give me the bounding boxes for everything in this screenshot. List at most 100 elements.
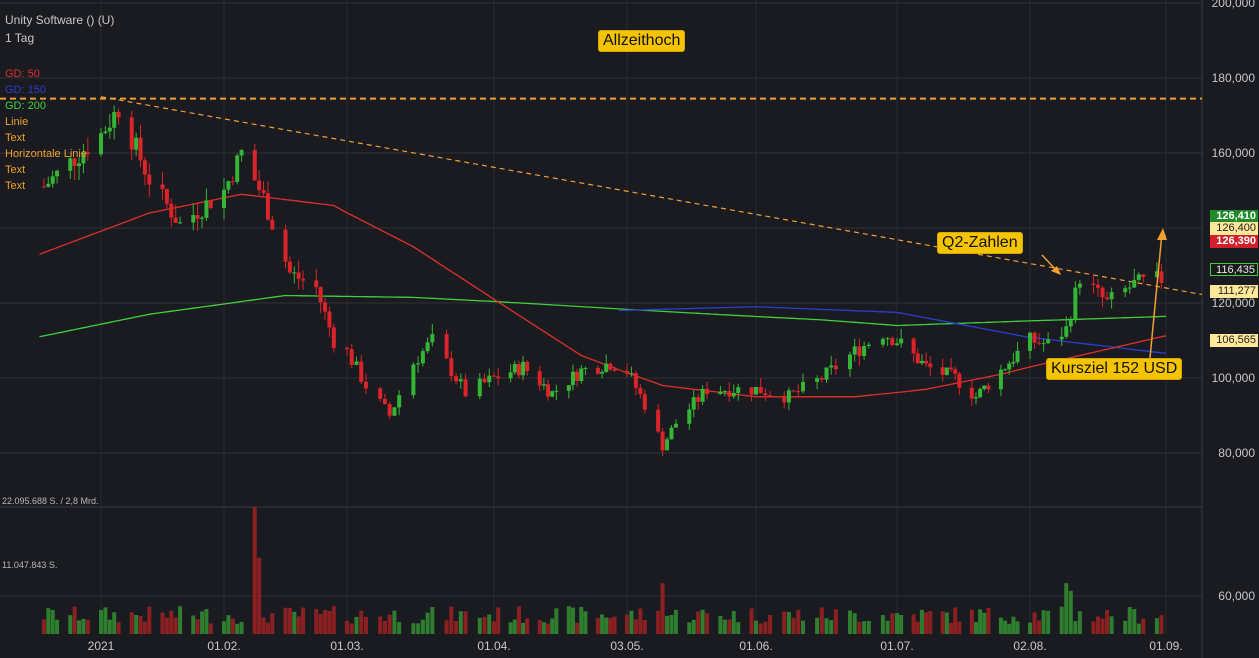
volume-bar	[508, 622, 513, 634]
gd200-line	[39, 294, 1167, 338]
candle-body	[208, 200, 213, 208]
volume-bar	[41, 619, 46, 634]
volume-bar	[463, 611, 468, 634]
price-axis: 200,000180,000160,000140,000120,000100,0…	[1212, 0, 1256, 603]
volume-bar	[129, 612, 134, 634]
volume-bar	[815, 617, 820, 634]
candle-body	[1132, 279, 1137, 288]
price-tick-label: 100,000	[1212, 371, 1256, 385]
candle-body	[691, 397, 696, 410]
candle-body	[899, 338, 904, 344]
candle-body	[378, 388, 383, 399]
candle-body	[1011, 361, 1016, 364]
candle-body	[880, 338, 885, 345]
candle-body	[387, 404, 392, 416]
volume-bar	[852, 613, 857, 634]
candle-body	[482, 378, 487, 383]
volume-bar	[890, 613, 895, 634]
candle-body	[982, 385, 987, 390]
time-tick-label: 03.05.	[610, 639, 643, 653]
volume-bar	[416, 623, 421, 634]
volume-bar	[420, 619, 425, 634]
volume-bar	[763, 621, 768, 634]
candle-body	[749, 387, 754, 395]
volume-bar	[801, 620, 805, 634]
volume-bar	[848, 610, 852, 634]
candle-body	[425, 342, 430, 352]
legend-text-2[interactable]: Text	[5, 164, 26, 176]
candle-body	[1068, 320, 1073, 327]
volume-bar	[1003, 620, 1008, 634]
candle-body	[226, 181, 231, 190]
badge-gd150: 106,565	[1210, 334, 1258, 347]
candle-body	[782, 396, 787, 403]
candle-body	[722, 390, 727, 392]
candle-body	[1141, 274, 1146, 278]
candle-body	[169, 203, 174, 218]
candle-body	[81, 152, 86, 164]
volume-bar	[387, 614, 392, 634]
candle-body	[382, 398, 387, 405]
candle-body	[496, 376, 501, 379]
annotation-allzeithoch[interactable]: Allzeithoch	[598, 30, 686, 52]
volume-bar	[521, 622, 526, 634]
legend-gd50[interactable]: GD: 50	[5, 68, 40, 80]
candle-body	[924, 360, 929, 364]
volume-bar	[265, 622, 270, 634]
candle-body	[68, 158, 73, 171]
time-tick-label: 01.06.	[739, 639, 772, 653]
candle-body	[554, 390, 559, 392]
candle-body	[669, 427, 674, 440]
volume-bar	[1028, 622, 1032, 634]
candle-body	[191, 215, 196, 223]
volume-bar	[768, 615, 773, 634]
time-tick-label: 01.02.	[207, 639, 240, 653]
candle-body	[1032, 332, 1037, 343]
volume-bar	[85, 619, 90, 634]
legend-line[interactable]: Linie	[5, 116, 29, 128]
candle-body	[673, 423, 678, 428]
time-tick-label: 01.09.	[1149, 639, 1182, 653]
candle-body	[633, 373, 638, 388]
legend-gd150[interactable]: GD: 150	[5, 84, 46, 96]
candle-body	[1007, 363, 1012, 370]
legend-text-1[interactable]: Text	[5, 132, 26, 144]
volume-bar	[1132, 609, 1137, 634]
legend-text-3[interactable]: Text	[5, 180, 26, 192]
volume-bar	[953, 607, 958, 634]
candle-body	[718, 391, 723, 395]
candle-body	[915, 353, 920, 364]
candle-body	[829, 365, 834, 368]
candle-body	[727, 390, 732, 397]
volume-bar	[252, 507, 257, 634]
candle-body	[314, 280, 319, 288]
legend-horizontal-line[interactable]: Horizontale Linie	[5, 148, 87, 160]
candle-body	[791, 390, 796, 392]
volume-bar	[327, 611, 332, 634]
candle-body	[420, 351, 425, 364]
volume-bar	[134, 615, 139, 634]
candle-body	[815, 378, 820, 382]
volume-bar	[46, 608, 51, 634]
volume-bar	[782, 611, 787, 634]
volume-bar	[1109, 616, 1114, 634]
volume-bar	[226, 615, 231, 634]
volume-bar	[919, 609, 924, 634]
volume-tick-label: 60,000	[1218, 589, 1255, 603]
candle-body	[575, 371, 580, 382]
candle-body	[508, 372, 513, 379]
candle-body	[160, 184, 165, 190]
candle-body	[239, 150, 244, 156]
candle-body	[129, 117, 134, 150]
annotation-kursziel[interactable]: Kursziel 152 USD	[1046, 358, 1183, 380]
volume-bar	[1037, 620, 1042, 634]
annotation-q2-zahlen[interactable]: Q2-Zahlen	[937, 232, 1023, 254]
volume-bar	[50, 609, 55, 634]
volume-bar	[425, 612, 430, 634]
candle-body	[349, 349, 354, 365]
volume-bar	[1032, 612, 1037, 634]
candle-body	[949, 367, 954, 370]
legend-gd200[interactable]: GD: 200	[5, 100, 46, 112]
volume-bar	[899, 614, 904, 634]
